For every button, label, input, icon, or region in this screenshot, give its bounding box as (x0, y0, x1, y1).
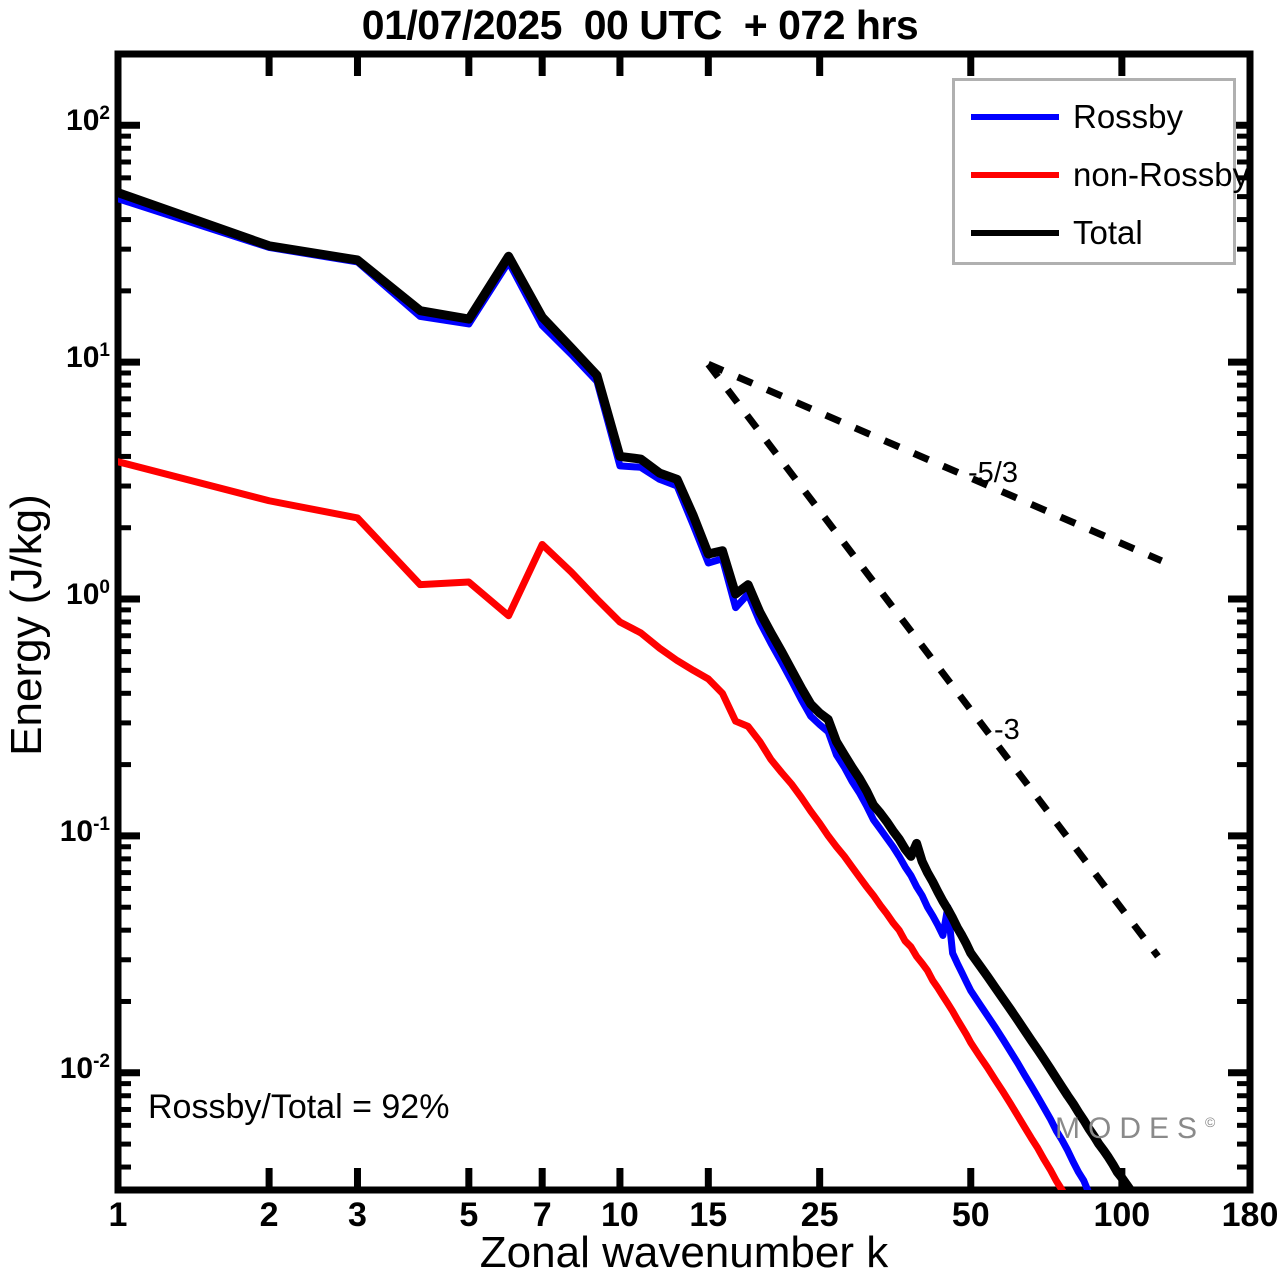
reference-line-minus-three (705, 362, 1161, 959)
x-tick-label: 3 (348, 1196, 367, 1234)
modes-watermark: MODES© (1055, 1112, 1215, 1146)
x-tick-label: 15 (689, 1196, 728, 1234)
x-tick-label: 1 (108, 1196, 128, 1234)
legend-swatch-rossby (971, 114, 1059, 120)
legend-entry-total: Total (955, 211, 1233, 255)
x-tick-label: 5 (459, 1196, 479, 1234)
legend-label-rossby: Rossby (1073, 98, 1184, 135)
legend-swatch-total (971, 230, 1059, 236)
y-tick-mantissa: 10 (66, 104, 100, 138)
y-tick-mantissa: 10 (66, 578, 100, 612)
watermark-text: MODES (1055, 1112, 1206, 1145)
rossby-total-ratio-annotation: Rossby/Total = 92% (148, 1088, 450, 1126)
y-tick-exponent: -1 (93, 813, 110, 835)
legend-entry-non-rossby: non-Rossby (955, 153, 1249, 197)
y-tick-mantissa: 10 (66, 341, 100, 375)
y-tick-mantissa: 10 (59, 1051, 94, 1085)
x-tick-label: 2 (259, 1196, 279, 1234)
legend-label-total: Total (1073, 214, 1143, 251)
y-tick-label: 100 (24, 577, 110, 612)
y-tick-mantissa: 10 (59, 814, 94, 848)
x-axis-label: Zonal wavenumber k (479, 1228, 889, 1277)
legend-label-non-rossby: non-Rossby (1073, 156, 1250, 193)
legend: Rossby non-Rossby Total (952, 78, 1249, 265)
reference-line-five-thirds (706, 361, 1164, 565)
x-tick-label: 10 (601, 1196, 639, 1234)
y-tick-exponent: 0 (99, 577, 110, 599)
y-tick-exponent: -2 (93, 1050, 110, 1072)
y-tick-exponent: 2 (99, 103, 110, 125)
copyright-mark: © (1205, 1114, 1216, 1130)
x-tick-label: 25 (800, 1196, 839, 1234)
legend-entry-rossby: Rossby (955, 95, 1233, 139)
series-line-rossby (118, 195, 1092, 1190)
y-tick-label: 101 (24, 340, 110, 375)
x-tick-label: 50 (951, 1196, 990, 1234)
slope-label-minus-three: -3 (994, 714, 1020, 746)
legend-swatch-non-rossby (971, 172, 1059, 178)
y-tick-label: 10-2 (24, 1051, 110, 1086)
x-tick-label: 180 (1221, 1196, 1279, 1234)
series-line-total (118, 188, 1137, 1190)
x-tick-label: 100 (1093, 1196, 1151, 1234)
y-tick-exponent: 1 (99, 340, 110, 362)
series-line-non-rossby (118, 458, 1067, 1190)
chart-title: 01/07/2025 00 UTC + 072 hrs (361, 2, 919, 48)
y-tick-label: 102 (24, 103, 110, 138)
y-tick-label: 10-1 (24, 814, 110, 849)
slope-label-five-thirds: -5/3 (968, 457, 1018, 489)
x-tick-label: 7 (532, 1196, 552, 1234)
